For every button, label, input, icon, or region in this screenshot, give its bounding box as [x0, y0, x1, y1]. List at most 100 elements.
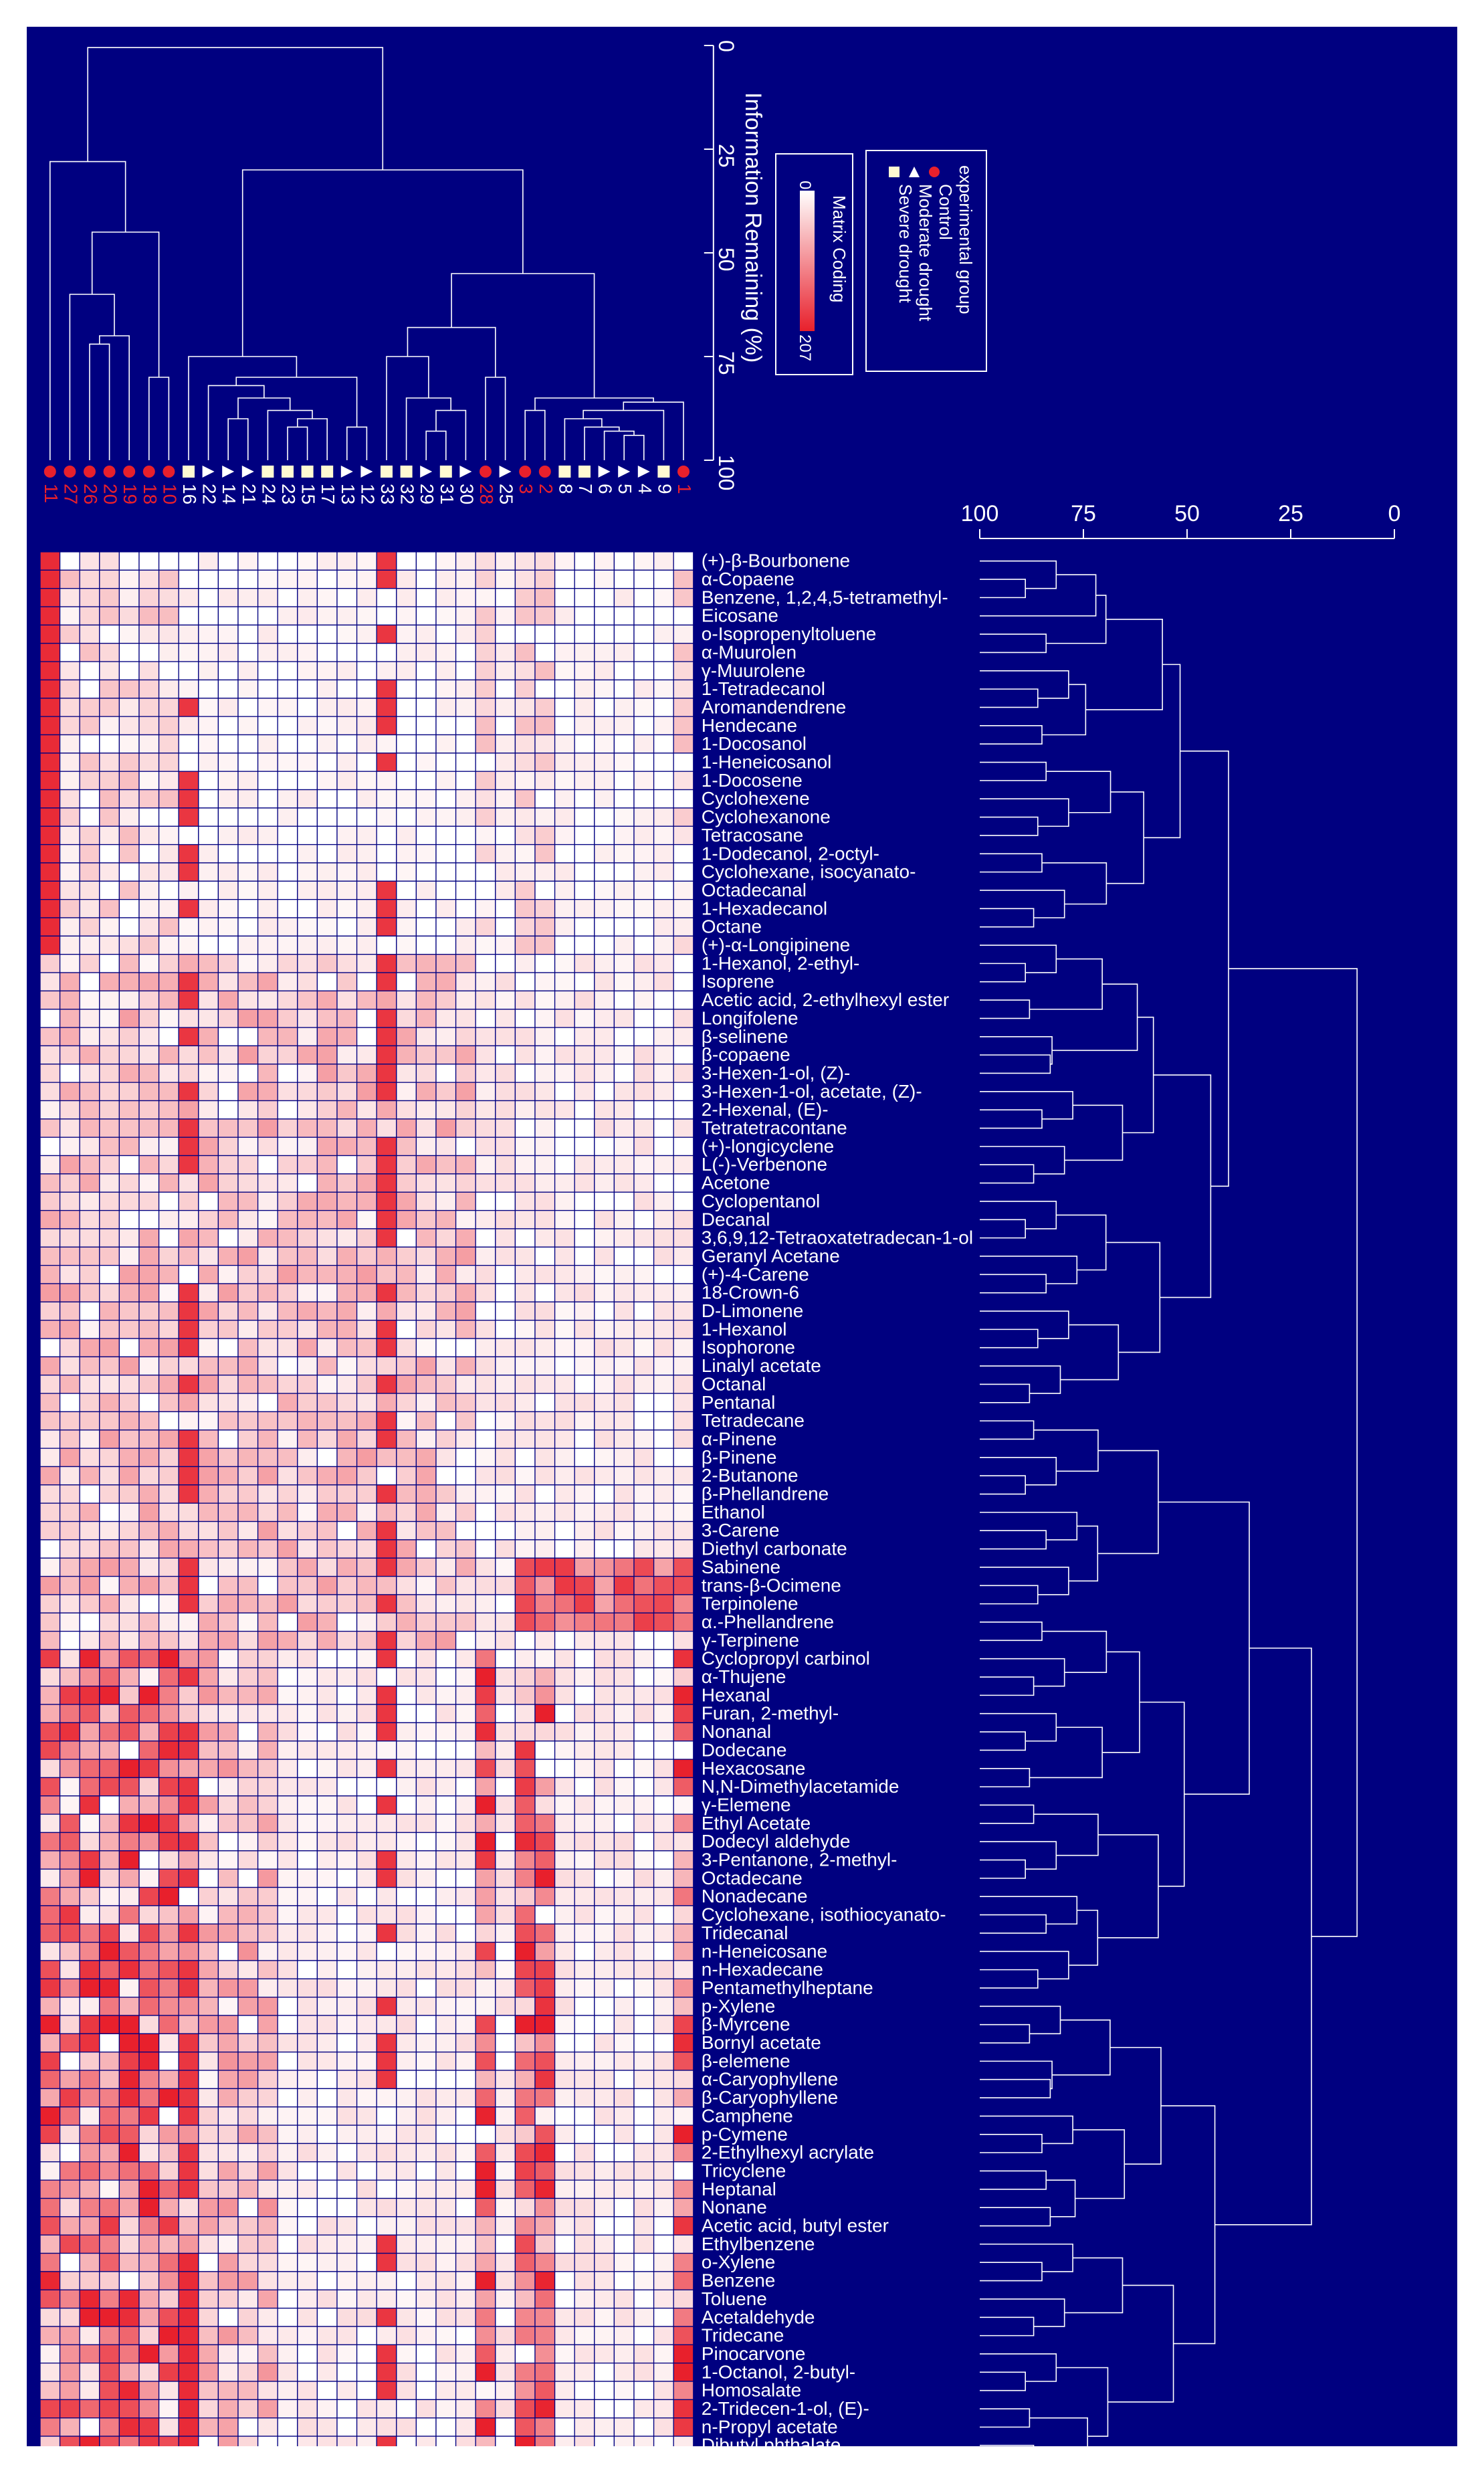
heatmap-cell [297, 1704, 318, 1724]
dendrogram-branch [980, 2244, 1073, 2272]
heatmap-cell [217, 753, 239, 772]
heatmap-cell [455, 1136, 476, 1157]
heatmap-cell [99, 1612, 120, 1632]
heatmap-cell [633, 789, 655, 809]
heatmap-cell [594, 2143, 615, 2163]
heatmap-cell [178, 2289, 199, 2309]
heatmap-cell [356, 1905, 377, 1924]
heatmap-cell [554, 990, 575, 1010]
heatmap-cell [198, 1484, 219, 1504]
heatmap-cell [39, 588, 61, 607]
heatmap-cell [594, 1064, 615, 1083]
heatmap-cell [514, 2289, 536, 2309]
heatmap-cell [158, 1191, 179, 1211]
heatmap-cell [495, 1100, 516, 1120]
heatmap-cell [455, 1502, 476, 1522]
heatmap-cell [415, 1429, 437, 1449]
heatmap-cell [59, 1612, 80, 1632]
heatmap-cell [435, 2161, 457, 2181]
heatmap-cell [39, 1813, 61, 1834]
heatmap-cell [376, 1539, 397, 1559]
heatmap-cell [594, 1575, 615, 1595]
heatmap-cell [316, 1978, 338, 1998]
heatmap-cell [673, 1301, 694, 1321]
heatmap-cell [574, 1118, 595, 1138]
heatmap-cell [297, 2381, 318, 2401]
heatmap-cell [396, 1375, 417, 1394]
heatmap-cell [118, 1484, 140, 1504]
heatmap-cell [356, 1612, 377, 1632]
heatmap-cell [554, 1283, 575, 1303]
heatmap-cell [673, 1045, 694, 1065]
heatmap-cell [178, 1741, 199, 1760]
heatmap-cell [633, 734, 655, 754]
heatmap-cell [59, 1283, 80, 1303]
heatmap-cell [198, 1557, 219, 1577]
heatmap-cell [297, 2399, 318, 2419]
heatmap-cell [495, 1301, 516, 1321]
heatmap-cell [99, 972, 120, 992]
heatmap-cell [554, 661, 575, 681]
heatmap-cell [277, 1832, 298, 1852]
heatmap-cell [99, 1393, 120, 1413]
heatmap-cell [514, 825, 536, 846]
heatmap-cell [39, 679, 61, 699]
heatmap-cell [118, 1209, 140, 1229]
heatmap-cell [79, 990, 100, 1010]
sample-marker-control [64, 466, 76, 478]
heatmap-cell [495, 2033, 516, 2053]
heatmap-cell [198, 1429, 219, 1449]
heatmap-cell [514, 1173, 536, 1193]
heatmap-cell [158, 2106, 179, 2126]
heatmap-cell [79, 771, 100, 791]
heatmap-cell [118, 1868, 140, 1888]
heatmap-cell [653, 1100, 674, 1120]
heatmap-cell [79, 2179, 100, 2199]
heatmap-cell [257, 1649, 278, 1669]
heatmap-cell [59, 1375, 80, 1394]
heatmap-cell [99, 2362, 120, 2382]
compound-label: 1-Hexanol [702, 1318, 787, 1339]
heatmap-cell [277, 588, 298, 607]
heatmap-cell [613, 643, 635, 662]
heatmap-cell [633, 2179, 655, 2199]
heatmap-cell [455, 753, 476, 772]
heatmap-cell [198, 1448, 219, 1468]
heatmap-cell [574, 972, 595, 992]
heatmap-cell [653, 1484, 674, 1504]
heatmap-cell [455, 1722, 476, 1742]
heatmap-cell [99, 1228, 120, 1248]
heatmap-cell [336, 1484, 358, 1504]
heatmap-cell [455, 1886, 476, 1906]
heatmap-cell [138, 1338, 160, 1358]
heatmap-cell [534, 2234, 556, 2254]
heatmap-cell [178, 2106, 199, 2126]
heatmap-cell [237, 2399, 259, 2419]
heatmap-cell [673, 2088, 694, 2108]
heatmap-cell [396, 661, 417, 681]
heatmap-cell [534, 1136, 556, 1157]
heatmap-cell [554, 734, 575, 754]
heatmap-cell [653, 1173, 674, 1193]
compound-label: p-Cymene [702, 2124, 788, 2145]
heatmap-cell [514, 2252, 536, 2272]
heatmap-cell [356, 1667, 377, 1687]
heatmap-cell [415, 734, 437, 754]
heatmap-cell [39, 2052, 61, 2071]
heatmap-cell [59, 2326, 80, 2345]
heatmap-cell [574, 1795, 595, 1815]
heatmap-cell [356, 698, 377, 717]
heatmap-cell [653, 679, 674, 699]
heatmap-cell [554, 1209, 575, 1229]
heatmap-cell [198, 1502, 219, 1522]
heatmap-cell [673, 2417, 694, 2437]
heatmap-cell [237, 2033, 259, 2053]
heatmap-cell [673, 2362, 694, 2382]
heatmap-cell [336, 2234, 358, 2254]
heatmap-cell [99, 1996, 120, 2016]
heatmap-cell [435, 1923, 457, 1943]
heatmap-cell [39, 1448, 61, 1468]
heatmap-cell [396, 2015, 417, 2035]
figure-panel: 0 25 50 75 100 Information Remaining (%) Matr… [27, 27, 1457, 2473]
heatmap-cell [217, 2088, 239, 2108]
